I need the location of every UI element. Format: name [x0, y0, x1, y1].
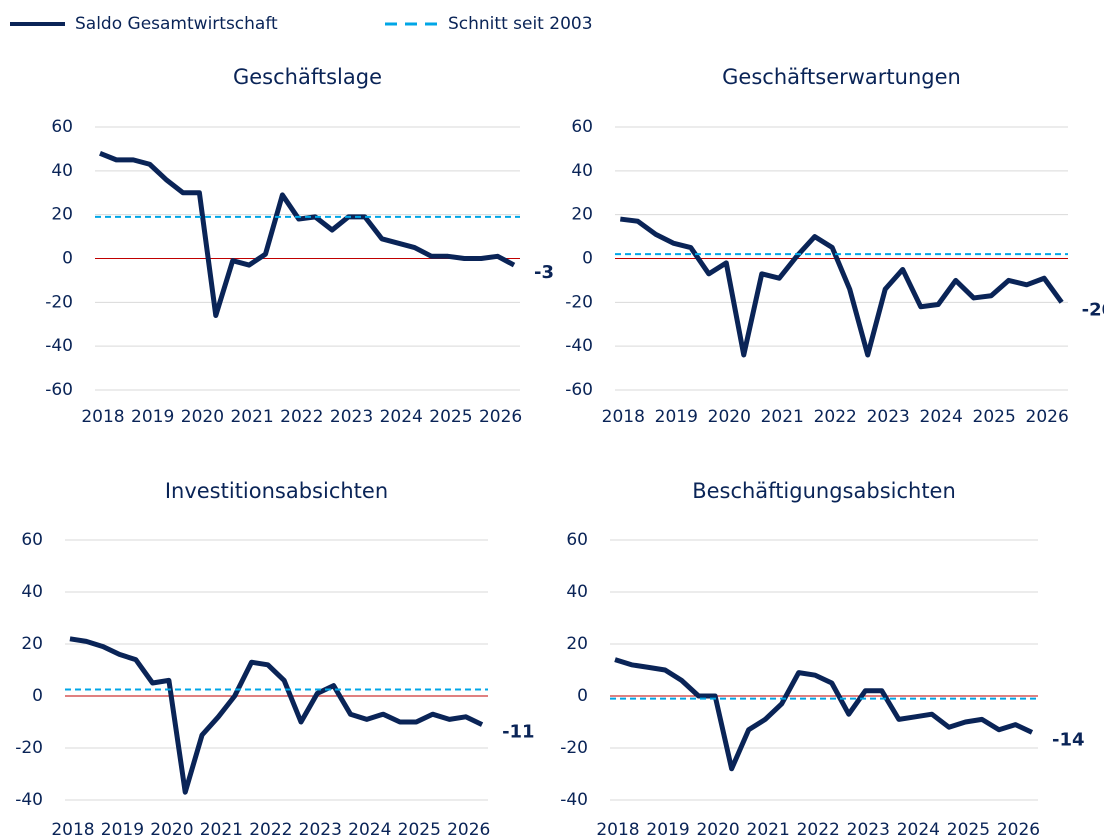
x-tick-label: 2023	[847, 820, 890, 839]
end-value-label: -11	[502, 722, 535, 743]
y-tick-label: 20	[21, 634, 43, 654]
data-line	[614, 657, 1034, 772]
y-tick-label: -20	[45, 292, 73, 312]
x-tick-label: 2019	[646, 820, 689, 839]
y-tick-label: -20	[565, 292, 593, 312]
x-tick-label: 2026	[447, 820, 490, 839]
x-tick-label: 2024	[348, 820, 391, 839]
x-tick-label: 2025	[947, 820, 990, 839]
x-tick-label: 2022	[797, 820, 840, 839]
y-tick-label: 0	[582, 249, 593, 269]
x-tick-label: 2019	[101, 820, 144, 839]
chart-title: Beschäftigungsabsichten	[692, 479, 956, 503]
x-tick-label: 2022	[249, 820, 292, 839]
y-tick-label: 0	[577, 686, 588, 706]
y-tick-label: 40	[571, 161, 593, 181]
y-tick-label: 60	[21, 530, 43, 550]
y-tick-label: -40	[15, 790, 43, 810]
end-value-label: -14	[1052, 729, 1085, 750]
y-tick-label: -20	[15, 738, 43, 758]
y-tick-label: 0	[32, 686, 43, 706]
y-tick-label: -20	[560, 738, 588, 758]
legend-label: Schnitt seit 2003	[448, 14, 593, 34]
chart-title: Geschäftserwartungen	[722, 65, 961, 89]
y-tick-label: 60	[566, 530, 588, 550]
x-tick-label: 2026	[479, 407, 522, 427]
x-tick-label: 2025	[429, 407, 472, 427]
x-tick-label: 2022	[280, 407, 323, 427]
x-tick-label: 2018	[602, 407, 645, 427]
y-tick-label: -60	[565, 380, 593, 400]
x-tick-label: 2026	[1026, 407, 1069, 427]
x-tick-label: 2024	[920, 407, 963, 427]
y-tick-label: -40	[45, 336, 73, 356]
legend-label: Saldo Gesamtwirtschaft	[75, 14, 278, 34]
data-line	[619, 216, 1064, 358]
x-tick-label: 2020	[696, 820, 739, 839]
y-tick-label: 0	[62, 249, 73, 269]
x-tick-label: 2023	[867, 407, 910, 427]
y-tick-label: 60	[571, 117, 593, 137]
x-tick-label: 2024	[380, 407, 423, 427]
end-value-label: -20	[1082, 299, 1104, 320]
x-tick-label: 2020	[150, 820, 193, 839]
end-value-label: -3	[534, 262, 554, 283]
data-line	[69, 636, 484, 795]
x-tick-label: 2021	[761, 407, 804, 427]
chart-title: Investitionsabsichten	[165, 479, 388, 503]
y-tick-label: -40	[565, 336, 593, 356]
x-tick-label: 2025	[398, 820, 441, 839]
x-tick-label: 2019	[131, 407, 174, 427]
y-tick-label: 20	[51, 205, 73, 225]
y-tick-label: 40	[51, 161, 73, 181]
y-tick-label: 40	[21, 582, 43, 602]
x-tick-label: 2020	[708, 407, 751, 427]
x-tick-label: 2024	[897, 820, 940, 839]
x-tick-label: 2018	[81, 407, 124, 427]
y-tick-label: -60	[45, 380, 73, 400]
x-tick-label: 2019	[655, 407, 698, 427]
x-tick-label: 2021	[747, 820, 790, 839]
x-tick-label: 2023	[330, 407, 373, 427]
y-tick-label: 60	[51, 117, 73, 137]
x-tick-label: 2023	[299, 820, 342, 839]
x-tick-label: 2018	[596, 820, 639, 839]
x-tick-label: 2018	[51, 820, 94, 839]
y-tick-label: 20	[571, 205, 593, 225]
chart-title: Geschäftslage	[233, 65, 382, 89]
y-tick-label: -40	[560, 790, 588, 810]
x-tick-label: 2025	[973, 407, 1016, 427]
y-tick-label: 40	[566, 582, 588, 602]
x-tick-label: 2020	[181, 407, 224, 427]
data-line	[99, 150, 516, 318]
y-tick-label: 20	[566, 634, 588, 654]
x-tick-label: 2021	[230, 407, 273, 427]
x-tick-label: 2026	[997, 820, 1040, 839]
x-tick-label: 2021	[200, 820, 243, 839]
x-tick-label: 2022	[814, 407, 857, 427]
